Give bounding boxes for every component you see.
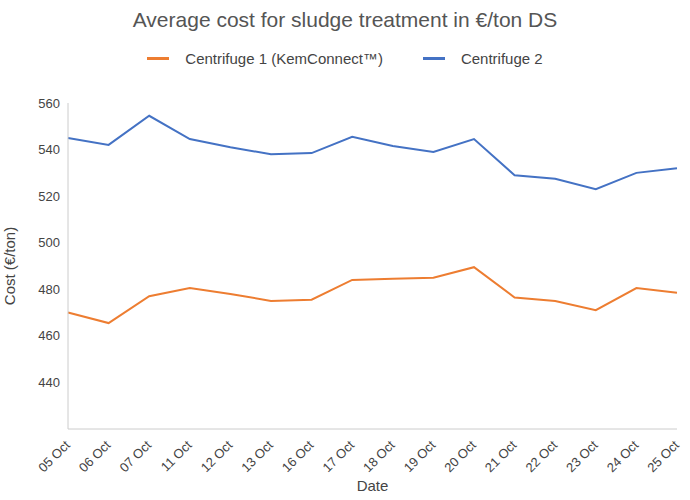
- svg-text:560: 560: [38, 96, 60, 111]
- svg-text:18 Oct: 18 Oct: [360, 437, 398, 475]
- svg-text:Cost (€/ton): Cost (€/ton): [8, 227, 18, 305]
- svg-text:23 Oct: 23 Oct: [563, 437, 601, 475]
- svg-text:13 Oct: 13 Oct: [238, 437, 276, 475]
- svg-text:440: 440: [38, 375, 60, 390]
- svg-text:500: 500: [38, 235, 60, 250]
- svg-text:07 Oct: 07 Oct: [116, 437, 154, 475]
- svg-text:Date: Date: [357, 477, 389, 494]
- svg-text:25 Oct: 25 Oct: [644, 437, 682, 475]
- svg-text:19 Oct: 19 Oct: [401, 437, 439, 475]
- svg-text:20 Oct: 20 Oct: [441, 437, 479, 475]
- svg-text:520: 520: [38, 189, 60, 204]
- svg-text:11 Oct: 11 Oct: [158, 437, 195, 474]
- svg-text:480: 480: [38, 282, 60, 297]
- svg-text:06 Oct: 06 Oct: [76, 437, 114, 475]
- svg-text:17 Oct: 17 Oct: [319, 437, 357, 475]
- html-text:Centrifuge 2: Centrifuge 2: [460, 50, 543, 67]
- html-text:Average cost for sludge treatm: Average cost for sludge treatment in €/t…: [132, 8, 558, 31]
- svg-text:16 Oct: 16 Oct: [279, 437, 317, 475]
- svg-text:21 Oct: 21 Oct: [482, 437, 520, 475]
- html-text:Centrifuge 1 (KemConnect™): Centrifuge 1 (KemConnect™): [185, 50, 383, 67]
- svg-text:24 Oct: 24 Oct: [604, 437, 642, 475]
- svg-text:22 Oct: 22 Oct: [522, 437, 560, 475]
- svg-text:460: 460: [38, 328, 60, 343]
- svg-text:05 Oct: 05 Oct: [35, 437, 73, 475]
- svg-text:12 Oct: 12 Oct: [198, 437, 236, 475]
- svg-text:540: 540: [38, 142, 60, 157]
